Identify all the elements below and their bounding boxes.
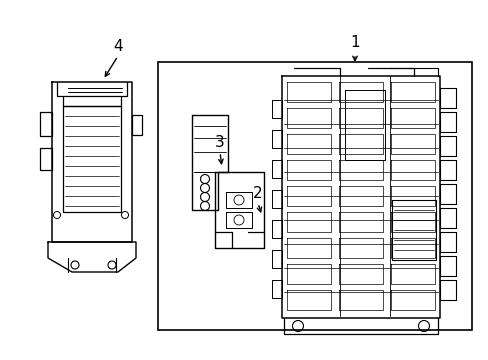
Text: 4: 4 [113,39,122,54]
Text: 1: 1 [349,35,359,50]
Bar [158,62,471,330]
Text: 2: 2 [253,185,262,201]
Text: 3: 3 [215,135,224,149]
